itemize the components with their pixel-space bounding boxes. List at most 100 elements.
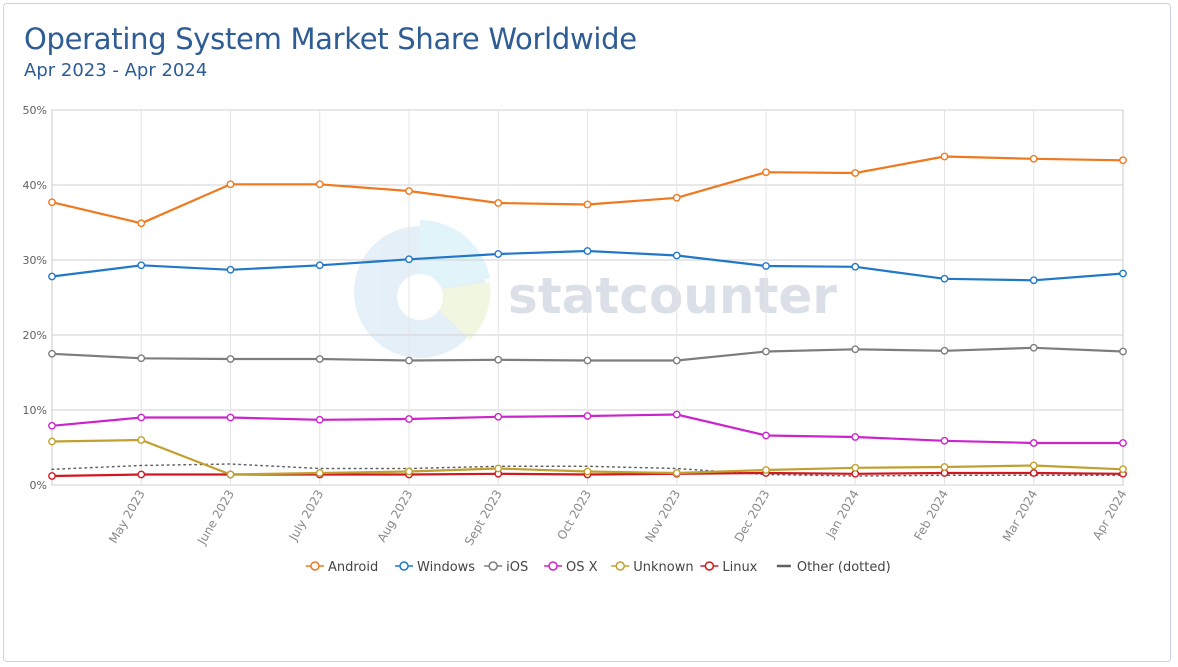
point-windows[interactable]	[672, 251, 681, 260]
legend-item-android[interactable]: Android	[305, 560, 378, 575]
legend-label: Unknown	[633, 560, 693, 575]
point-android[interactable]	[940, 152, 949, 161]
point-android[interactable]	[494, 199, 503, 207]
point-android[interactable]	[137, 219, 146, 228]
point-os-x[interactable]	[940, 436, 949, 445]
y-tick-label: 40%	[23, 179, 47, 192]
grid	[51, 109, 1124, 486]
point-os-x[interactable]	[851, 433, 860, 441]
point-unknown[interactable]	[315, 469, 324, 477]
point-os-x[interactable]	[762, 431, 770, 440]
point-windows[interactable]	[315, 261, 324, 270]
point-unknown[interactable]	[494, 464, 503, 473]
point-unknown[interactable]	[1119, 465, 1127, 474]
legend-item-linux[interactable]: Linux	[700, 560, 758, 575]
chart-title: Operating System Market Share Worldwide	[24, 22, 637, 56]
point-unknown[interactable]	[851, 463, 860, 472]
point-os-x[interactable]	[405, 415, 413, 423]
point-windows[interactable]	[762, 262, 770, 270]
point-android[interactable]	[672, 193, 681, 202]
point-windows[interactable]	[48, 272, 56, 281]
point-android[interactable]	[762, 168, 770, 177]
point-windows[interactable]	[940, 274, 949, 283]
x-axis: May 2023 June 2023 July 2023 Aug 2023 Sept 2…	[106, 488, 1129, 548]
point-ios[interactable]	[315, 355, 324, 363]
point-unknown[interactable]	[672, 469, 681, 477]
point-unknown[interactable]	[48, 437, 56, 446]
point-ios[interactable]	[405, 356, 413, 365]
point-ios[interactable]	[583, 356, 592, 365]
legend-marker	[488, 561, 498, 571]
point-ios[interactable]	[226, 355, 235, 363]
point-os-x[interactable]	[226, 413, 235, 422]
point-os-x[interactable]	[1119, 439, 1127, 447]
x-tick-label: Jan 2024	[823, 488, 862, 542]
point-unknown[interactable]	[583, 467, 592, 476]
point-android[interactable]	[583, 200, 592, 209]
x-tick-label: Aug 2023	[375, 488, 416, 545]
point-ios[interactable]	[1119, 347, 1127, 356]
point-os-x[interactable]	[1029, 439, 1038, 447]
point-unknown[interactable]	[762, 466, 770, 474]
point-linux[interactable]	[48, 472, 56, 480]
x-tick-label: Dec 2023	[732, 488, 773, 545]
point-android[interactable]	[1119, 156, 1127, 165]
point-unknown[interactable]	[405, 467, 413, 476]
chart-subtitle: Apr 2023 - Apr 2024	[24, 60, 208, 81]
x-tick-label: May 2023	[106, 488, 148, 546]
point-unknown[interactable]	[226, 470, 235, 479]
point-android[interactable]	[315, 180, 324, 189]
point-ios[interactable]	[762, 347, 770, 356]
point-windows[interactable]	[1029, 276, 1038, 285]
point-os-x[interactable]	[315, 415, 324, 424]
point-windows[interactable]	[137, 261, 146, 270]
legend-label: OS X	[566, 560, 598, 575]
legend-item-windows[interactable]: Windows	[395, 560, 475, 575]
x-tick-label: Feb 2024	[911, 488, 951, 543]
point-android[interactable]	[226, 180, 235, 189]
point-unknown[interactable]	[137, 436, 146, 444]
legend[interactable]: Android Windows iOS OS X Unknown Linux Other (…	[305, 560, 891, 575]
point-ios[interactable]	[1029, 343, 1038, 352]
point-os-x[interactable]	[672, 410, 681, 419]
legend-label: Other (dotted)	[797, 560, 891, 575]
point-os-x[interactable]	[48, 421, 56, 430]
point-windows[interactable]	[583, 247, 592, 255]
point-ios[interactable]	[48, 349, 56, 358]
point-os-x[interactable]	[137, 413, 146, 422]
point-linux[interactable]	[137, 470, 146, 479]
legend-marker	[310, 561, 320, 571]
y-tick-label: 50%	[23, 104, 47, 117]
point-windows[interactable]	[851, 262, 860, 271]
point-ios[interactable]	[672, 356, 681, 365]
point-windows[interactable]	[1119, 269, 1127, 278]
legend-marker	[548, 561, 558, 571]
point-unknown[interactable]	[940, 463, 949, 471]
point-unknown[interactable]	[1029, 461, 1038, 470]
point-ios[interactable]	[494, 355, 503, 364]
y-tick-label: 0%	[30, 479, 47, 492]
legend-item-other-dotted[interactable]: Other (dotted)	[776, 560, 891, 575]
point-ios[interactable]	[851, 345, 860, 354]
series-lines	[48, 152, 1127, 480]
legend-item-unknown[interactable]: Unknown	[611, 560, 694, 575]
point-android[interactable]	[1029, 154, 1038, 163]
point-os-x[interactable]	[494, 412, 503, 421]
point-ios[interactable]	[940, 346, 949, 355]
point-windows[interactable]	[405, 255, 413, 264]
series-os-x	[48, 410, 1127, 447]
point-windows[interactable]	[226, 265, 235, 274]
point-ios[interactable]	[137, 354, 146, 363]
point-android[interactable]	[48, 198, 56, 207]
legend-item-ios[interactable]: iOS	[484, 560, 528, 575]
point-android[interactable]	[405, 187, 413, 195]
legend-label: iOS	[506, 560, 528, 575]
point-windows[interactable]	[494, 250, 503, 258]
legend-marker	[704, 561, 715, 571]
legend-item-os-x[interactable]: OS X	[544, 560, 598, 575]
x-tick-label: Apr 2024	[1090, 488, 1130, 543]
point-linux[interactable]	[1029, 469, 1038, 477]
point-os-x[interactable]	[583, 412, 592, 420]
point-android[interactable]	[851, 169, 860, 177]
